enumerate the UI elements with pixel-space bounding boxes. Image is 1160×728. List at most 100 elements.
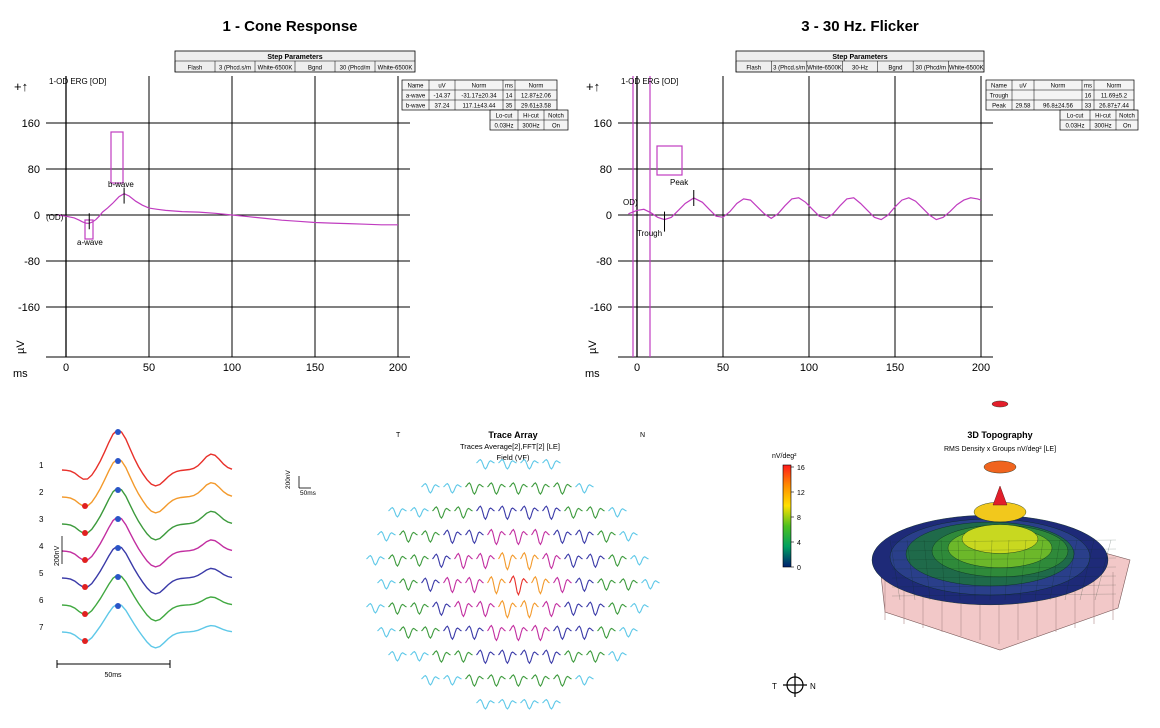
- array-trace: [476, 649, 495, 665]
- trace-stack: 1 2 3 4 5 6 7: [39, 429, 233, 649]
- y-tick-label: 0: [34, 210, 40, 222]
- array-trace: [443, 482, 462, 494]
- table-header: Name: [407, 84, 424, 90]
- array-trace: [520, 698, 539, 710]
- array-trace: [542, 505, 561, 521]
- array-trace: [575, 674, 594, 686]
- table-header: Norm: [1051, 84, 1066, 90]
- table-cell: 0.03Hz: [494, 124, 513, 130]
- mesh-line: [1064, 539, 1078, 601]
- array-trace: [388, 650, 407, 662]
- table-cell: On: [1123, 124, 1131, 130]
- table-header: Norm: [1107, 84, 1122, 90]
- array-trace: [542, 458, 561, 470]
- table-frame: [985, 79, 1135, 111]
- array-trace: [399, 530, 418, 544]
- trace-array-field: Field (VF): [497, 453, 530, 462]
- table-header: Name: [991, 84, 1008, 90]
- array-trace: [509, 528, 528, 546]
- array-trace: [531, 575, 550, 595]
- x-axis-unit: ms: [585, 368, 600, 380]
- array-trace: [619, 626, 638, 638]
- array-trace: [465, 576, 484, 594]
- array-trace: [377, 530, 396, 542]
- array-trace: [608, 602, 627, 616]
- flicker-panel: 3 - 30 Hz. Flicker Step Parameters Flash…: [585, 18, 1139, 380]
- zoom-glyph: +↑: [14, 79, 28, 94]
- table-cell: 35: [506, 104, 513, 110]
- array-trace: [410, 554, 429, 568]
- flicker-title: 3 - 30 Hz. Flicker: [801, 18, 919, 35]
- stack-amp-scale: 200nV: [54, 545, 61, 566]
- mesh-line: [891, 539, 1117, 543]
- colorbar-ticks: 16 12 8 4 0: [791, 465, 805, 572]
- array-trace: [454, 600, 473, 618]
- surface-contour: [983, 460, 1017, 474]
- array-trace: [586, 601, 605, 617]
- table-header: Hi-cut: [523, 114, 539, 120]
- table-cell: Peak: [992, 104, 1007, 110]
- array-trace: [421, 530, 440, 544]
- table-cell: 37.24: [434, 104, 450, 110]
- array-trace: [531, 482, 550, 496]
- mesh-line: [889, 539, 901, 601]
- array-trace: [575, 577, 594, 593]
- array-trace: [586, 506, 605, 520]
- array-trace: [608, 506, 627, 518]
- b-wave-window: [110, 131, 124, 184]
- mesh-line: [940, 539, 946, 601]
- table-cell: 117.1±43.44: [463, 104, 497, 110]
- y-tick-label: 160: [22, 118, 40, 130]
- array-trace: [421, 482, 440, 494]
- array-trace: [531, 624, 550, 642]
- step-parameter: Flash: [746, 66, 761, 72]
- ring-label: 7: [39, 623, 44, 632]
- array-trace: [520, 458, 539, 470]
- peak-marker: [115, 603, 121, 609]
- surface-contour: [961, 524, 1039, 554]
- step-parameter: White-6500K: [807, 66, 842, 72]
- step-parameters-title: Step Parameters: [832, 54, 887, 61]
- table-header: ms: [505, 84, 513, 90]
- array-trace: [465, 625, 484, 641]
- array-trace: [553, 576, 572, 594]
- array-trace: [520, 551, 539, 571]
- array-trace: [542, 649, 561, 665]
- array-trace: [487, 575, 506, 595]
- array-trace: [542, 552, 561, 570]
- array-trace: [366, 554, 385, 566]
- array-trace: [520, 649, 539, 665]
- array-trace: [542, 698, 561, 710]
- table-cell: b-wave: [406, 104, 426, 110]
- array-trace: [509, 575, 528, 597]
- colorbar-tick-label: 8: [797, 515, 801, 522]
- array-amp-scale: 200nV: [285, 470, 292, 489]
- x-axis-unit: ms: [13, 368, 28, 380]
- mesh-line: [1034, 539, 1044, 601]
- array-trace: [377, 578, 396, 590]
- table-header: uV: [438, 84, 445, 90]
- nasal-tag: N: [640, 432, 645, 439]
- step-parameter: Bgnd: [308, 66, 322, 72]
- cone-markers: [84, 131, 125, 240]
- orientation-crosshair: T N: [772, 673, 816, 697]
- array-trace: [399, 626, 418, 640]
- array-trace: [597, 578, 616, 592]
- y-axis-unit: µV: [15, 340, 27, 354]
- array-trace: [443, 625, 462, 641]
- mesh-line: [923, 539, 931, 601]
- y-tick-label: 80: [600, 164, 612, 176]
- array-trace: [597, 626, 616, 640]
- colorbar-tick-label: 16: [797, 465, 805, 472]
- array-trace: [553, 625, 572, 641]
- peak-marker: [115, 429, 121, 435]
- step-parameter: Flash: [188, 66, 203, 72]
- array-trace: [432, 506, 451, 520]
- array-trace: [410, 650, 429, 662]
- table-cell: 14: [506, 94, 513, 100]
- table-cell: 12.87±2.06: [521, 94, 552, 100]
- table-header: Norm: [472, 84, 487, 90]
- a-wave-label: a-wave: [77, 238, 103, 247]
- array-trace: [553, 529, 572, 545]
- array-trace: [564, 650, 583, 664]
